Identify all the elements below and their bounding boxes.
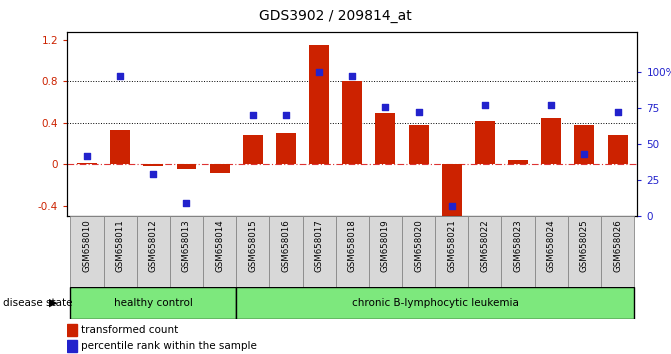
Text: percentile rank within the sample: percentile rank within the sample: [81, 341, 257, 352]
Text: GSM658022: GSM658022: [480, 219, 489, 272]
Text: GSM658020: GSM658020: [414, 219, 423, 272]
Point: [612, 110, 623, 115]
Text: ▶: ▶: [48, 298, 57, 308]
Text: GSM658015: GSM658015: [248, 219, 257, 272]
Text: GSM658025: GSM658025: [580, 219, 589, 272]
Bar: [336, 216, 369, 287]
Bar: [309, 45, 329, 164]
Bar: [303, 216, 336, 287]
Point: [347, 74, 358, 79]
Bar: [67, 324, 77, 336]
Text: GSM658019: GSM658019: [381, 219, 390, 272]
Text: healthy control: healthy control: [114, 298, 193, 308]
Text: GSM658012: GSM658012: [149, 219, 158, 272]
Text: GSM658026: GSM658026: [613, 219, 622, 272]
Point: [579, 151, 590, 157]
Text: disease state: disease state: [3, 298, 76, 308]
Bar: [535, 216, 568, 287]
Text: GSM658017: GSM658017: [315, 219, 323, 272]
Text: GSM658013: GSM658013: [182, 219, 191, 272]
Bar: [236, 216, 269, 287]
Bar: [568, 216, 601, 287]
Text: GSM658024: GSM658024: [547, 219, 556, 272]
Bar: [369, 216, 402, 287]
Bar: [409, 125, 429, 164]
Text: chronic B-lymphocytic leukemia: chronic B-lymphocytic leukemia: [352, 298, 519, 308]
Text: GSM658011: GSM658011: [115, 219, 125, 272]
Point: [82, 153, 93, 158]
Bar: [67, 340, 77, 353]
Text: transformed count: transformed count: [81, 325, 178, 336]
Text: GSM658010: GSM658010: [83, 219, 91, 272]
Bar: [110, 130, 130, 164]
Point: [314, 69, 325, 75]
Point: [148, 171, 158, 177]
Bar: [269, 216, 303, 287]
Bar: [103, 216, 137, 287]
Bar: [442, 164, 462, 218]
Bar: [376, 113, 395, 164]
Bar: [137, 216, 170, 287]
Text: GSM658016: GSM658016: [281, 219, 291, 272]
Text: GSM658018: GSM658018: [348, 219, 357, 272]
Text: GSM658021: GSM658021: [448, 219, 456, 272]
Point: [413, 110, 424, 115]
Point: [446, 203, 457, 209]
Bar: [601, 216, 634, 287]
Bar: [203, 216, 236, 287]
Bar: [574, 125, 595, 164]
Bar: [475, 121, 495, 164]
Bar: [209, 164, 229, 172]
Bar: [70, 287, 236, 319]
Text: GDS3902 / 209814_at: GDS3902 / 209814_at: [259, 9, 412, 23]
Bar: [342, 81, 362, 164]
Point: [480, 102, 491, 108]
Bar: [468, 216, 501, 287]
Point: [181, 200, 192, 206]
Text: GSM658023: GSM658023: [513, 219, 523, 272]
Bar: [170, 216, 203, 287]
Bar: [501, 216, 535, 287]
Bar: [236, 287, 634, 319]
Point: [546, 102, 557, 108]
Bar: [541, 118, 561, 164]
Point: [280, 113, 291, 118]
Bar: [144, 164, 163, 166]
Text: GSM658014: GSM658014: [215, 219, 224, 272]
Bar: [508, 160, 528, 164]
Bar: [435, 216, 468, 287]
Point: [115, 74, 125, 79]
Bar: [70, 216, 103, 287]
Bar: [402, 216, 435, 287]
Bar: [243, 135, 263, 164]
Bar: [176, 164, 197, 170]
Point: [248, 113, 258, 118]
Bar: [276, 133, 296, 164]
Point: [380, 104, 391, 109]
Bar: [608, 135, 627, 164]
Bar: [77, 163, 97, 164]
